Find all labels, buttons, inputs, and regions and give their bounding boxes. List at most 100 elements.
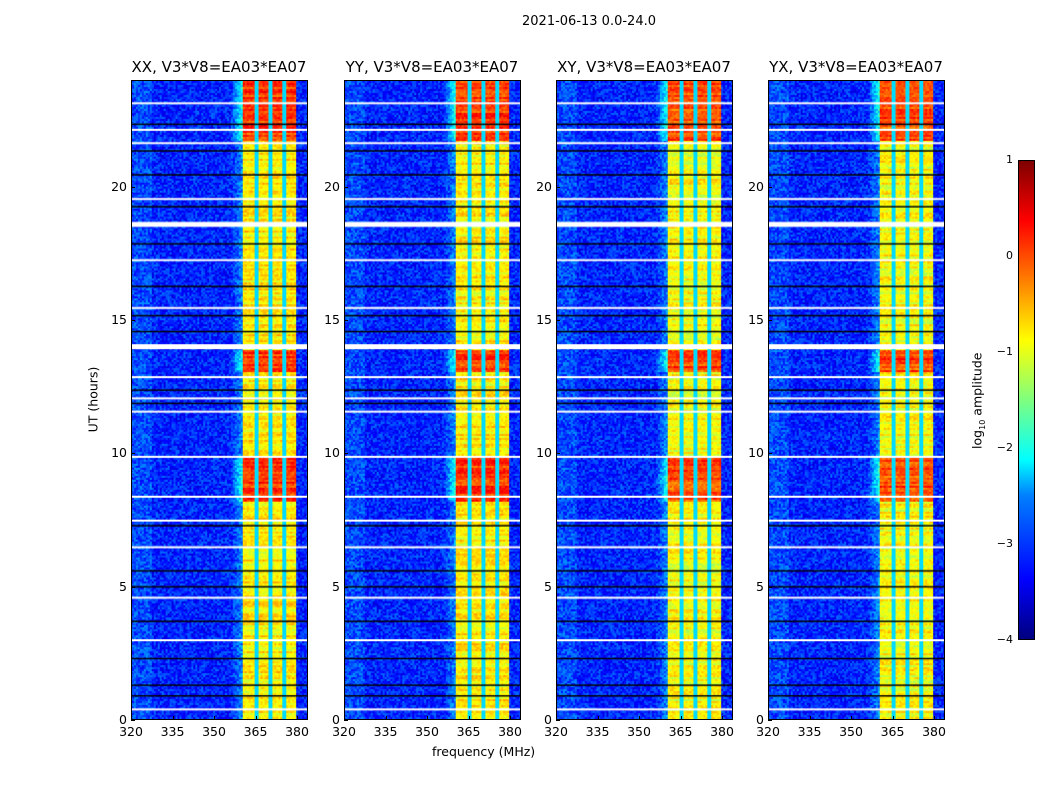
y-tick-label: 5 <box>544 578 552 594</box>
y-tick-mark <box>768 586 772 588</box>
spectrogram-image <box>769 81 944 719</box>
y-tick-label: 0 <box>332 712 340 727</box>
x-tick-mark <box>597 716 599 720</box>
y-tick-mark <box>556 320 560 321</box>
y-tick-label: 15 <box>748 312 764 327</box>
y-tick-mark <box>344 320 348 321</box>
y-tick-label: 20 <box>536 178 552 194</box>
spectrogram-image <box>557 81 732 719</box>
x-tick-mark <box>892 716 894 720</box>
x-tick-mark <box>851 716 852 720</box>
x-tick-label: 320 <box>544 724 568 739</box>
x-tick-label: 380 <box>710 724 734 739</box>
x-axis-label: frequency (MHz) <box>432 744 536 759</box>
colorbar-tick-label: 1 <box>1006 153 1013 166</box>
y-tick-mark <box>768 453 772 455</box>
x-tick-mark <box>214 716 215 720</box>
x-tick-mark <box>639 716 640 720</box>
spectrogram-panel <box>556 80 733 720</box>
colorbar-tick-label: −3 <box>996 537 1013 550</box>
y-tick-label: 20 <box>748 178 764 194</box>
x-tick-label: 365 <box>668 724 693 739</box>
x-tick-mark <box>131 716 132 720</box>
y-tick-label: 20 <box>111 178 127 194</box>
y-tick-label: 15 <box>324 312 340 327</box>
y-tick-mark <box>131 586 135 588</box>
y-tick-mark <box>131 320 135 321</box>
x-tick-mark <box>809 716 811 720</box>
colorbar-tick-label: 0 <box>1006 249 1013 262</box>
spectrogram-panel <box>344 80 521 720</box>
y-tick-mark <box>556 586 560 588</box>
x-tick-mark <box>934 716 935 720</box>
y-tick-label: 0 <box>544 712 552 727</box>
y-tick-mark <box>768 186 772 188</box>
y-tick-label: 0 <box>756 712 764 727</box>
x-tick-label: 365 <box>456 724 481 739</box>
x-tick-mark <box>297 716 298 720</box>
panel-title: YY, V3*V8=EA03*EA07 <box>345 58 519 76</box>
y-tick-label: 15 <box>536 312 552 327</box>
panel-title: YX, V3*V8=EA03*EA07 <box>769 58 943 76</box>
x-tick-label: 320 <box>756 724 780 739</box>
x-tick-label: 350 <box>202 724 226 739</box>
y-tick-mark <box>344 453 348 455</box>
y-tick-mark <box>131 453 135 455</box>
x-tick-label: 350 <box>627 724 651 739</box>
y-tick-label: 10 <box>324 445 340 461</box>
colorbar <box>1018 160 1035 640</box>
x-tick-label: 320 <box>119 724 143 739</box>
y-tick-mark <box>344 186 348 188</box>
colorbar-tick-label: −1 <box>996 345 1013 358</box>
x-tick-mark <box>344 716 345 720</box>
x-tick-label: 335 <box>585 724 610 739</box>
y-tick-label: 5 <box>332 578 340 594</box>
y-tick-label: 0 <box>119 712 127 727</box>
y-tick-mark <box>768 720 772 721</box>
colorbar-label: log10 amplitude <box>969 352 987 449</box>
y-tick-label: 20 <box>324 178 340 194</box>
y-axis-label: UT (hours) <box>85 366 101 433</box>
y-tick-label: 10 <box>536 445 552 461</box>
y-tick-label: 15 <box>111 312 127 327</box>
spectrogram-panel <box>768 80 945 720</box>
x-tick-label: 350 <box>839 724 863 739</box>
x-tick-mark <box>556 716 557 720</box>
panel-title: XY, V3*V8=EA03*EA07 <box>557 58 731 76</box>
x-tick-label: 365 <box>880 724 905 739</box>
x-tick-mark <box>510 716 511 720</box>
y-tick-label: 5 <box>756 578 764 594</box>
y-tick-label: 5 <box>119 578 127 594</box>
x-tick-label: 320 <box>332 724 356 739</box>
x-tick-mark <box>255 716 257 720</box>
x-tick-label: 380 <box>285 724 309 739</box>
x-tick-label: 335 <box>797 724 822 739</box>
colorbar-tick-label: −4 <box>996 633 1013 646</box>
y-tick-mark <box>556 186 560 188</box>
y-tick-mark <box>556 453 560 455</box>
x-tick-label: 380 <box>498 724 522 739</box>
figure-title: 2021-06-13 0.0-24.0 <box>522 14 656 29</box>
x-tick-mark <box>680 716 682 720</box>
spectrogram-image <box>345 81 520 719</box>
x-tick-mark <box>427 716 428 720</box>
x-tick-mark <box>722 716 723 720</box>
x-tick-mark <box>468 716 470 720</box>
spectrogram-panel <box>131 80 308 720</box>
y-tick-mark <box>131 720 135 721</box>
x-tick-label: 335 <box>373 724 398 739</box>
x-tick-label: 365 <box>243 724 268 739</box>
y-tick-mark <box>344 720 348 721</box>
x-tick-label: 350 <box>415 724 439 739</box>
panel-title: XX, V3*V8=EA03*EA07 <box>131 58 307 76</box>
x-tick-mark <box>385 716 387 720</box>
y-tick-label: 10 <box>748 445 764 461</box>
x-tick-mark <box>768 716 769 720</box>
y-tick-mark <box>556 720 560 721</box>
x-tick-label: 380 <box>922 724 946 739</box>
x-tick-mark <box>172 716 174 720</box>
y-tick-mark <box>768 320 772 321</box>
y-tick-mark <box>344 586 348 588</box>
colorbar-tick-label: −2 <box>996 441 1013 454</box>
y-tick-mark <box>131 186 135 188</box>
